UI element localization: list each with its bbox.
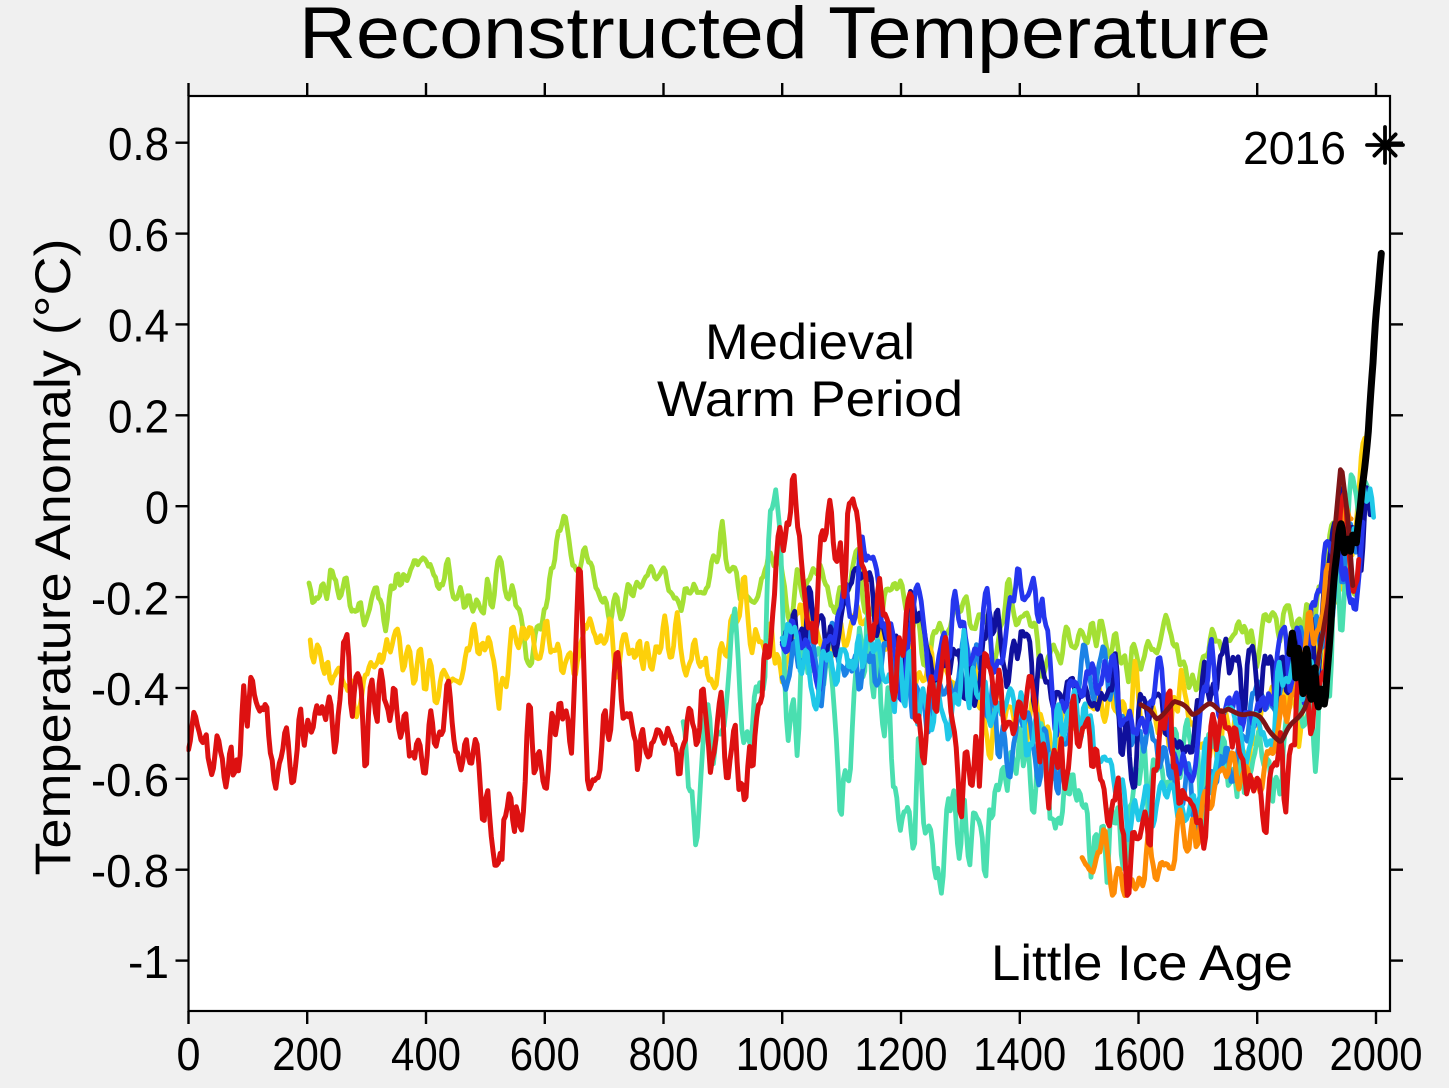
svg-text:1400: 1400 (973, 1028, 1066, 1080)
svg-text:-0.6: -0.6 (91, 754, 169, 806)
svg-text:Temperature Anomaly (°C): Temperature Anomaly (°C) (25, 239, 81, 876)
svg-text:2000: 2000 (1330, 1028, 1423, 1080)
svg-text:-0.8: -0.8 (91, 845, 169, 897)
svg-text:1000: 1000 (736, 1028, 829, 1080)
svg-text:600: 600 (510, 1028, 580, 1080)
svg-text:800: 800 (629, 1028, 699, 1080)
svg-text:0: 0 (145, 481, 169, 533)
svg-text:1800: 1800 (1211, 1028, 1304, 1080)
svg-text:0.8: 0.8 (108, 118, 169, 170)
svg-text:Medieval: Medieval (705, 314, 915, 370)
svg-text:-1: -1 (128, 936, 169, 988)
svg-text:1600: 1600 (1092, 1028, 1185, 1080)
svg-text:400: 400 (391, 1028, 461, 1080)
svg-text:1200: 1200 (855, 1028, 948, 1080)
svg-text:-0.4: -0.4 (91, 663, 169, 715)
svg-text:2016: 2016 (1243, 122, 1346, 174)
svg-text:200: 200 (272, 1028, 342, 1080)
svg-text:-0.2: -0.2 (91, 572, 169, 624)
svg-text:Little Ice Age: Little Ice Age (991, 935, 1293, 991)
svg-text:0.2: 0.2 (108, 391, 169, 443)
svg-text:Reconstructed Temperature: Reconstructed Temperature (299, 0, 1271, 74)
svg-text:0: 0 (177, 1028, 201, 1080)
svg-text:0.6: 0.6 (108, 209, 169, 261)
svg-text:Warm Period: Warm Period (657, 371, 963, 427)
svg-text:0.4: 0.4 (108, 300, 169, 352)
